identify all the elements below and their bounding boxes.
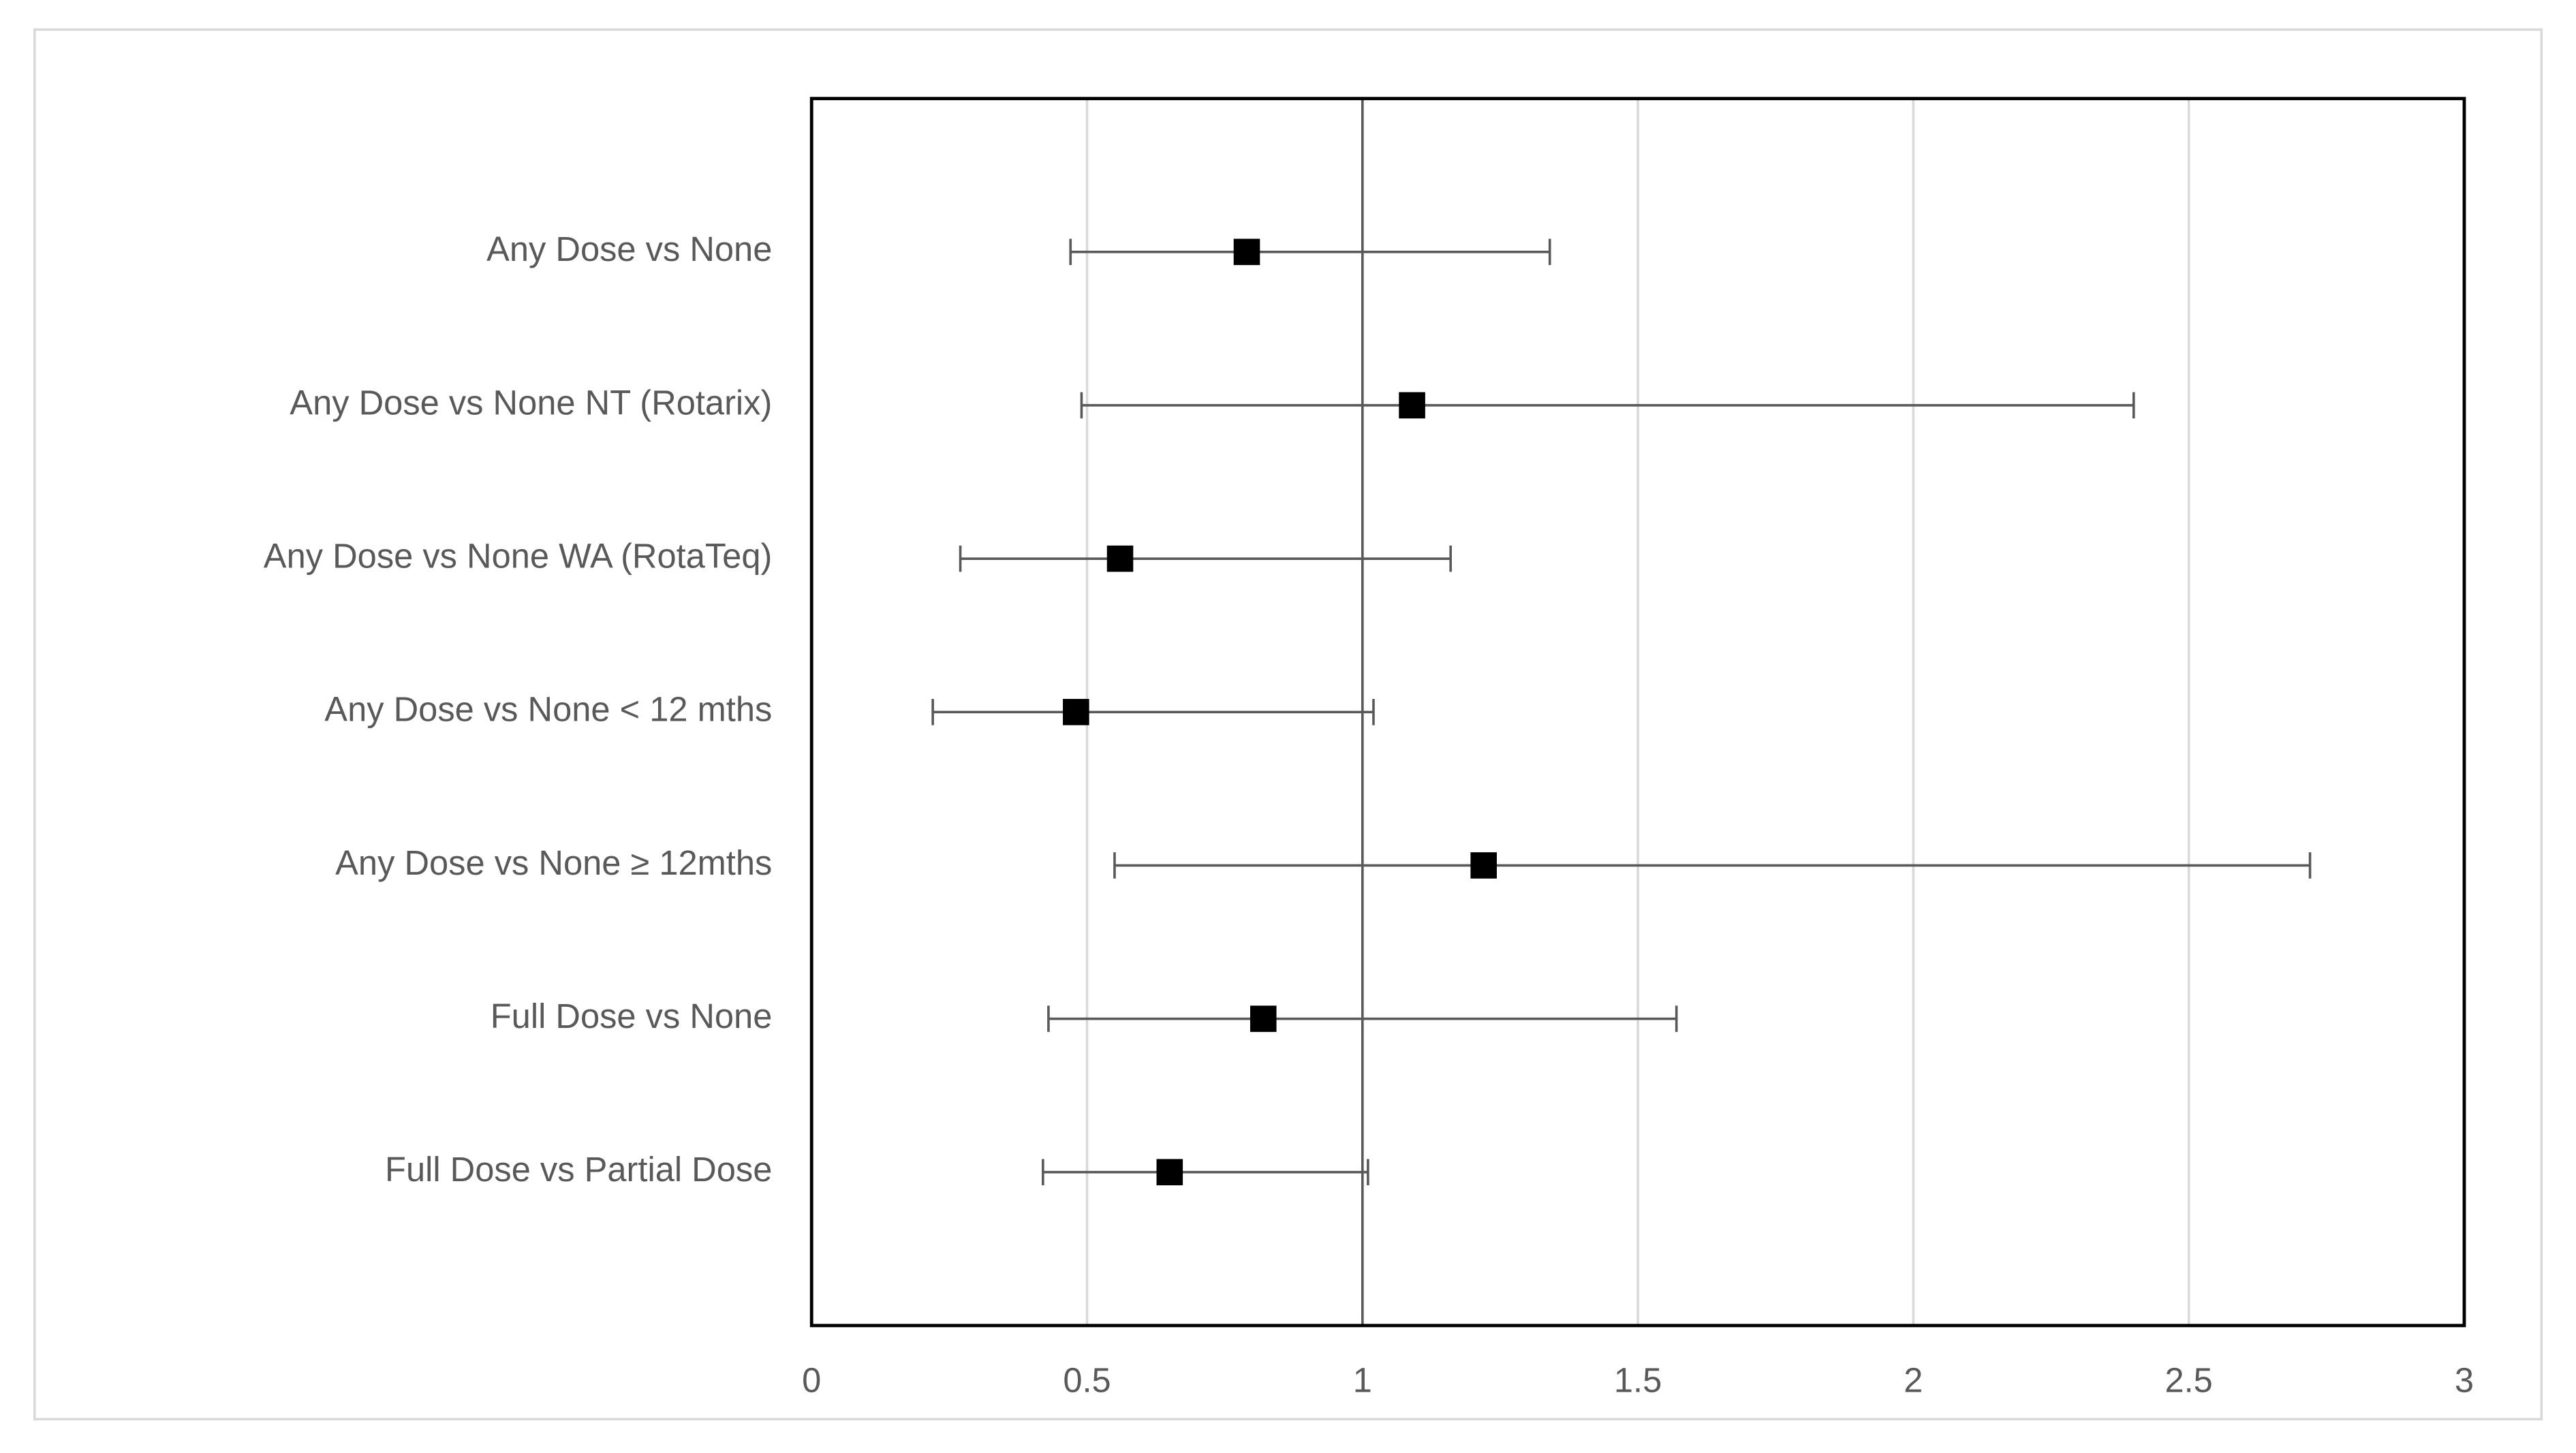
y-tick-label: Any Dose vs None WA (RotaTeq) [264, 537, 773, 576]
x-tick-label: 2 [1904, 1361, 1923, 1400]
x-tick-label: 1.5 [1614, 1361, 1662, 1400]
x-tick-label: 0 [802, 1361, 821, 1400]
x-tick-label: 3 [2455, 1361, 2474, 1400]
point-estimate [1250, 1005, 1277, 1032]
point-estimate [1233, 238, 1260, 266]
y-tick-label: Any Dose vs None < 12 mths [324, 690, 772, 729]
point-estimate [1470, 852, 1497, 879]
point-estimate [1399, 392, 1425, 419]
y-tick-label: Full Dose vs Partial Dose [385, 1150, 772, 1189]
point-estimate [1106, 545, 1134, 572]
x-tick-label: 0.5 [1063, 1361, 1111, 1400]
x-tick-label: 2.5 [2164, 1361, 2212, 1400]
y-tick-label: Full Dose vs None [491, 997, 773, 1035]
y-tick-label: Any Dose vs None ≥ 12mths [335, 843, 772, 882]
y-tick-label: Any Dose vs None NT (Rotarix) [290, 383, 772, 422]
chart-border [33, 28, 2543, 1421]
y-tick-label: Any Dose vs None [486, 230, 772, 268]
plot-border [809, 97, 2466, 1328]
point-estimate [1063, 698, 1089, 725]
x-tick-label: 1 [1353, 1361, 1372, 1400]
point-estimate [1156, 1159, 1183, 1186]
